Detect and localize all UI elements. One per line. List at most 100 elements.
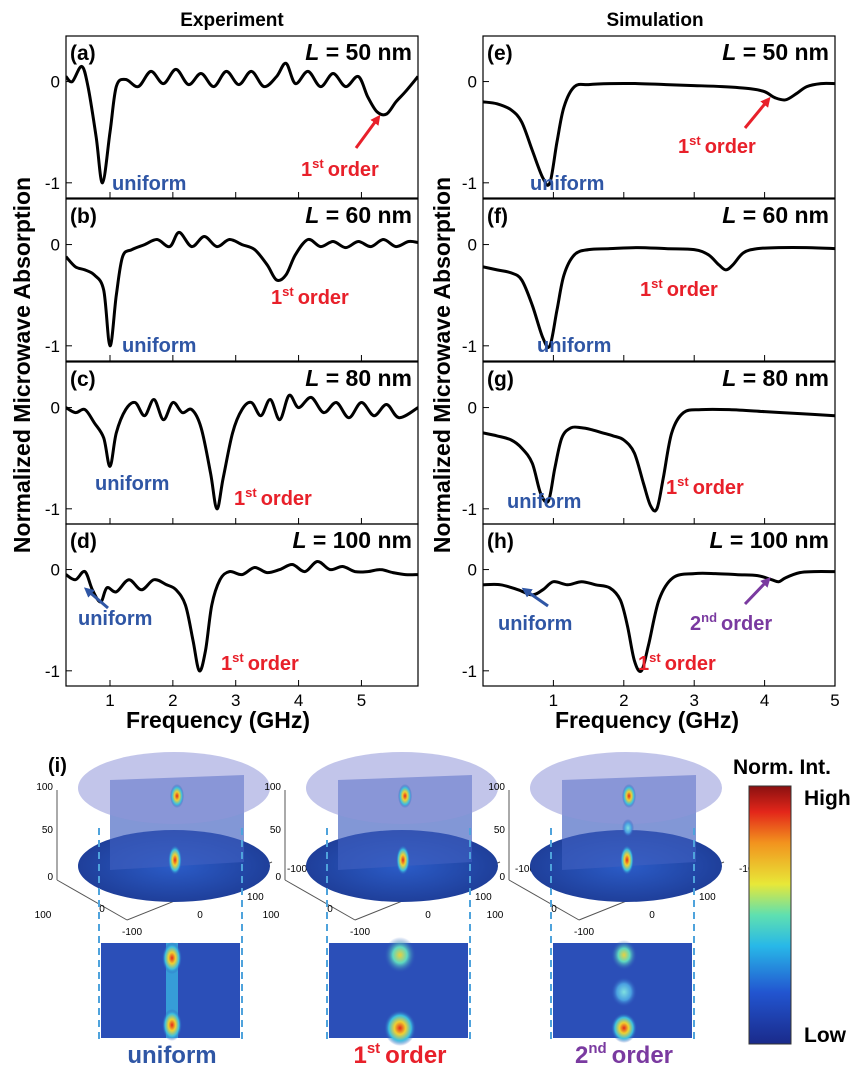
y-tick-label: -1 bbox=[462, 337, 477, 356]
axis-tick-label: 100 bbox=[247, 892, 264, 903]
x-axis bbox=[508, 879, 580, 921]
panel-letter: (a) bbox=[70, 42, 96, 65]
axis-tick-label: 100 bbox=[263, 910, 280, 921]
axis-tick-label: 0 bbox=[99, 904, 105, 915]
arrow-uniform-d bbox=[83, 587, 109, 610]
axis-tick-label: 100 bbox=[699, 892, 716, 903]
arrow-uniform-h bbox=[521, 587, 549, 608]
axis-tick-label: 0 bbox=[649, 910, 655, 921]
axis-tick-label: -100 bbox=[287, 864, 307, 875]
annotations: uniform 1st order uniform 1st order unifor… bbox=[78, 96, 772, 675]
label-first-h: 1st order bbox=[638, 650, 716, 675]
zoom-spot bbox=[162, 1009, 182, 1041]
axis-tick-label: -100 bbox=[350, 927, 370, 938]
colorbar-low: Low bbox=[804, 1024, 847, 1047]
y-tick-label: 0 bbox=[468, 73, 477, 92]
zoom-spot bbox=[611, 1013, 637, 1043]
panel-letter: (e) bbox=[487, 42, 513, 65]
left-y-axis-label: Normalized Microwave Absorption bbox=[9, 177, 35, 553]
hotspot-bottom bbox=[620, 845, 634, 875]
absorption-curve bbox=[66, 393, 418, 511]
plot-frame bbox=[482, 35, 836, 199]
plot-frame bbox=[482, 523, 836, 687]
x-tick-label: 2 bbox=[619, 691, 628, 710]
hotspot-top bbox=[622, 784, 636, 808]
panel-h: 0 -1 1 2 3 4 5 (h) L = 100 nm bbox=[462, 523, 840, 710]
panel-d: 0 -1 1 2 3 4 5 (d) L = 100 nm bbox=[45, 523, 419, 710]
hotspot-bottom bbox=[396, 845, 410, 875]
axis-tick-label: 0 bbox=[499, 872, 505, 883]
zoom-spot bbox=[384, 937, 416, 973]
x-tick-label: 4 bbox=[294, 691, 303, 710]
plot-frame bbox=[65, 198, 419, 362]
label-uniform-a: uniform bbox=[112, 173, 186, 195]
field-map-2: 100 50 0 100 0 -100 0 100 -100 bbox=[263, 752, 535, 1046]
panel-f: 0 -1 (f) L = 60 nm bbox=[462, 198, 836, 362]
length-label: L = 100 nm bbox=[709, 527, 829, 553]
colorbar-title: Norm. Int. bbox=[733, 756, 831, 779]
field-map-1: 100 50 0 100 0 -100 0 100 -100 bbox=[35, 752, 307, 1041]
axis-tick-label: 0 bbox=[275, 872, 281, 883]
axis-tick-label: 0 bbox=[327, 904, 333, 915]
panel-i-label: (i) bbox=[48, 755, 67, 777]
panel-letter: (g) bbox=[487, 368, 514, 391]
axis-tick-label: 50 bbox=[494, 825, 506, 836]
y-tick-label: 0 bbox=[51, 236, 60, 255]
axis-tick-label: 0 bbox=[197, 910, 203, 921]
axis-tick-label: 100 bbox=[264, 782, 281, 793]
axis-tick-label: -100 bbox=[515, 864, 535, 875]
label-first-g: 1st order bbox=[666, 474, 744, 499]
arrow-first-a bbox=[354, 114, 381, 149]
label-uniform-b: uniform bbox=[122, 335, 196, 357]
panel-letter: (c) bbox=[70, 368, 96, 391]
x-tick-label: 5 bbox=[830, 691, 839, 710]
field-map-3: 100 50 0 100 0 -100 0 100 -100 bbox=[487, 752, 759, 1043]
y-tick-label: -1 bbox=[45, 500, 60, 519]
axis-tick-label: 100 bbox=[36, 782, 53, 793]
axis-tick-label: 50 bbox=[42, 825, 54, 836]
right-x-axis-label: Frequency (GHz) bbox=[555, 707, 739, 733]
axis-tick-label: 100 bbox=[35, 910, 52, 921]
y-tick-label: -1 bbox=[462, 174, 477, 193]
panel-a: 0 -1 (a) L = 50 nm bbox=[45, 35, 419, 199]
absorption-panels: 0 -1 (a) L = 50 nm 0 -1 (b) L = 60 nm 0 -1 (c) L = … bbox=[45, 35, 840, 710]
y-tick-label: 0 bbox=[51, 73, 60, 92]
label-uniform-f: uniform bbox=[537, 335, 611, 357]
label-uniform-d: uniform bbox=[78, 608, 152, 630]
axis-tick-label: -100 bbox=[122, 927, 142, 938]
label-first-e: 1st order bbox=[678, 133, 756, 158]
hotspot-top bbox=[398, 784, 412, 808]
label-uniform-g: uniform bbox=[507, 491, 581, 513]
y-tick-label: 0 bbox=[51, 399, 60, 418]
axis-tick-label: -100 bbox=[574, 927, 594, 938]
label-first-f: 1st order bbox=[640, 276, 718, 301]
x-tick-label: 2 bbox=[168, 691, 177, 710]
colorbar-high: High bbox=[804, 787, 851, 810]
zoom-spot bbox=[162, 942, 182, 974]
y-tick-label: -1 bbox=[45, 337, 60, 356]
length-label: L = 60 nm bbox=[305, 202, 412, 228]
length-label: L = 80 nm bbox=[722, 365, 829, 391]
y-tick-label: 0 bbox=[468, 561, 477, 580]
arrow-first-e bbox=[743, 96, 771, 129]
x-tick-label: 1 bbox=[105, 691, 114, 710]
label-uniform-c: uniform bbox=[95, 473, 169, 495]
axis-tick-label: 100 bbox=[488, 782, 505, 793]
axis-tick-label: 0 bbox=[47, 872, 53, 883]
panel-letter: (h) bbox=[487, 530, 514, 553]
hotspot-top bbox=[170, 784, 184, 808]
mode-label-second: 2nd order bbox=[575, 1040, 673, 1069]
label-first-d: 1st order bbox=[221, 650, 299, 675]
length-label: L = 50 nm bbox=[305, 39, 412, 65]
panel-b: 0 -1 (b) L = 60 nm bbox=[45, 198, 419, 362]
simulation-title: Simulation bbox=[606, 10, 703, 31]
colorbar bbox=[748, 785, 792, 1045]
x-tick-label: 4 bbox=[760, 691, 769, 710]
panel-c: 0 -1 (c) L = 80 nm bbox=[45, 361, 419, 525]
mode-label-first: 1st order bbox=[353, 1040, 446, 1069]
hotspot-bottom bbox=[168, 845, 182, 875]
axis-tick-label: 0 bbox=[425, 910, 431, 921]
axis-tick-label: 50 bbox=[270, 825, 282, 836]
label-first-b: 1st order bbox=[271, 284, 349, 309]
